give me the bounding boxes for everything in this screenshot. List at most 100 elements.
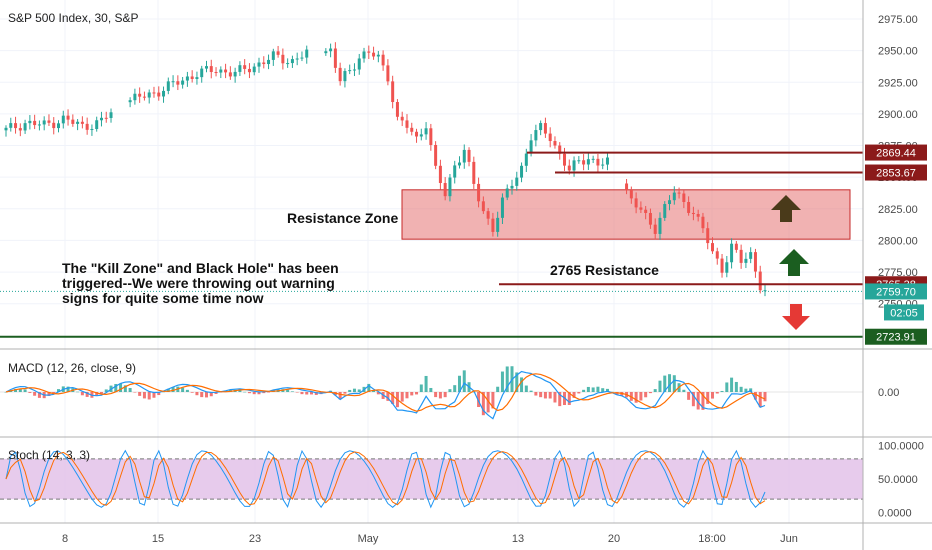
- macd-histogram-bar: [348, 389, 352, 392]
- macd-histogram-bar: [429, 387, 433, 392]
- stoch-d-line: [5, 451, 766, 506]
- candle-body: [142, 96, 146, 98]
- candle-body: [138, 93, 142, 97]
- candle-body: [634, 198, 638, 208]
- macd-histogram-bar: [85, 392, 89, 397]
- candle-body: [71, 119, 75, 124]
- candle-body: [648, 212, 652, 225]
- candle-body: [262, 62, 266, 65]
- macd-histogram-bar: [505, 366, 509, 392]
- macd-histogram-bar: [252, 392, 256, 395]
- macd-line: [5, 370, 766, 420]
- macd-histogram-bar: [739, 386, 743, 392]
- y-tick-label: 2975.00: [878, 14, 918, 26]
- candle-body: [481, 201, 485, 212]
- macd-histogram-bar: [720, 390, 724, 392]
- countdown-badge-label: 02:05: [890, 307, 918, 319]
- candle-body: [448, 177, 452, 197]
- macd-histogram-bar: [209, 392, 213, 397]
- candle-body: [324, 51, 328, 54]
- macd-histogram-bar: [763, 392, 767, 402]
- candle-body: [357, 58, 361, 70]
- candle-body: [596, 158, 600, 166]
- macd-histogram-bar: [434, 392, 438, 398]
- candle-body: [147, 92, 151, 98]
- macd-histogram-bar: [639, 392, 643, 401]
- price-badge-bg: [865, 283, 927, 300]
- kill-zone-note-line-2: triggered--We were throwing out warning: [62, 275, 335, 291]
- candle-body: [434, 144, 438, 166]
- macd-histogram-bar: [367, 383, 371, 392]
- macd-pane: [0, 366, 863, 420]
- chart-title: S&P 500 Index, 30, S&P: [8, 11, 139, 25]
- candle-body: [80, 121, 84, 124]
- macd-histogram-bar: [295, 392, 299, 393]
- macd-histogram-bar: [486, 392, 490, 413]
- candle-body: [204, 66, 208, 69]
- candle-body: [405, 120, 409, 128]
- candle-body: [99, 117, 103, 121]
- macd-histogram-bar: [214, 392, 218, 394]
- candle-body: [696, 214, 700, 217]
- candle-body: [639, 207, 643, 210]
- macd-histogram-bar: [701, 392, 705, 410]
- macd-histogram-bar: [668, 374, 672, 392]
- price-badge-label: 2869.44: [876, 148, 916, 160]
- candle-body: [472, 161, 476, 184]
- arrow-up-green: [779, 249, 809, 276]
- kill-zone-note-line-1: The "Kill Zone" and Black Hole" has been: [62, 260, 339, 276]
- candle-body: [329, 48, 333, 52]
- candle-body: [682, 193, 686, 203]
- price-badge-bg: [865, 144, 927, 161]
- macd-histogram-bar: [419, 384, 423, 392]
- macd-histogram-bar: [410, 392, 414, 396]
- candle-body: [276, 51, 280, 55]
- candle-body: [563, 153, 567, 166]
- macd-histogram-bar: [23, 389, 27, 392]
- candle-body: [200, 68, 204, 78]
- candle-body: [715, 251, 719, 259]
- macd-histogram-bar: [57, 389, 61, 392]
- macd-histogram-bar: [128, 388, 132, 392]
- macd-histogram-bar: [648, 392, 652, 394]
- candle-body: [629, 190, 633, 199]
- candle-body: [305, 49, 309, 58]
- candle-body: [18, 128, 22, 131]
- candle-body: [457, 162, 461, 166]
- candle-body: [190, 76, 194, 79]
- candle-body: [224, 69, 228, 73]
- macd-histogram-bar: [247, 392, 251, 394]
- candle-body: [505, 188, 509, 198]
- macd-histogram-bar: [539, 392, 543, 398]
- macd-histogram-bar: [181, 387, 185, 392]
- macd-histogram-bar: [157, 392, 161, 396]
- candle-body: [76, 121, 80, 124]
- x-tick-label: 18:00: [698, 533, 726, 545]
- price-level-lines: [0, 151, 863, 338]
- macd-histogram-bar: [142, 392, 146, 399]
- candle-body: [677, 192, 681, 194]
- candle-body: [534, 130, 538, 141]
- macd-histogram-bar: [305, 392, 309, 395]
- macd-histogram-bar: [691, 392, 695, 407]
- macd-histogram-bar: [37, 392, 41, 398]
- macd-histogram-bar: [758, 392, 762, 408]
- candle-body: [725, 262, 729, 273]
- macd-histogram-bar: [543, 392, 547, 399]
- macd-histogram-bar: [28, 392, 32, 393]
- candle-body: [157, 92, 161, 97]
- macd-histogram-bar: [228, 389, 232, 392]
- candle-body: [605, 157, 609, 165]
- candle-body: [539, 123, 543, 131]
- candle-body: [706, 228, 710, 244]
- candle-body: [749, 252, 753, 259]
- candle-body: [543, 123, 547, 134]
- macd-histogram-bar: [734, 381, 738, 392]
- candle-body: [734, 243, 738, 250]
- candle-body: [391, 81, 395, 103]
- macd-histogram-bar: [696, 392, 700, 410]
- macd-histogram-bar: [104, 389, 108, 392]
- candle-body: [577, 160, 581, 162]
- candle-body: [162, 90, 166, 97]
